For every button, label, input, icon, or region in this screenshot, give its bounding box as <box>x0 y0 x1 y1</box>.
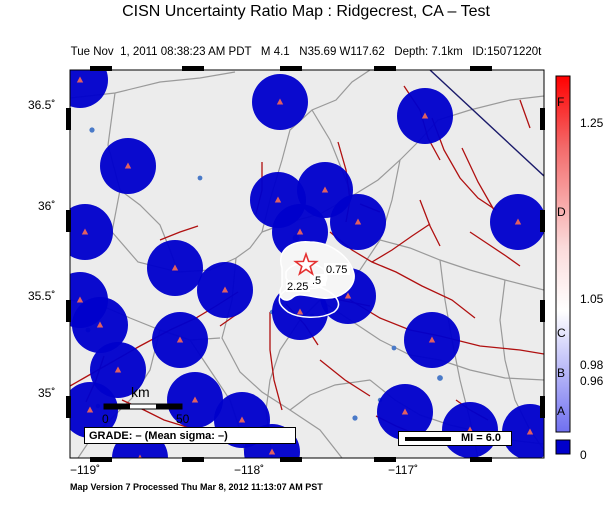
map-frame <box>69 69 545 459</box>
grade-label-d: D <box>557 205 566 219</box>
station-triangle-icon[interactable] <box>171 264 179 271</box>
station-halo <box>502 404 544 458</box>
station-triangle-icon[interactable] <box>268 448 276 455</box>
station-triangle-icon[interactable] <box>76 296 84 303</box>
colorbar-value-0-96: 0.96 <box>580 374 604 388</box>
magnitude-bar <box>405 437 451 441</box>
state-boundary <box>429 70 544 177</box>
station-halo <box>70 272 108 328</box>
station-triangle-icon[interactable] <box>124 162 132 169</box>
contour-label-075: 0.75 <box>326 264 347 276</box>
station-triangle-icon[interactable] <box>421 112 429 119</box>
station-triangle-icon[interactable] <box>296 228 304 235</box>
station-triangle-icon[interactable] <box>191 396 199 403</box>
station-triangle-icon[interactable] <box>428 336 436 343</box>
station-triangle-icon[interactable] <box>321 186 329 193</box>
lon-tick-117: −117˚ <box>388 463 419 477</box>
station-triangle-icon[interactable] <box>76 76 84 83</box>
contour-label-225: 2.25 <box>287 281 308 293</box>
event-info-line: Tue Nov 1, 2011 08:38:23 AM PDT M 4.1 N3… <box>70 46 542 58</box>
scale-unit-label: km <box>131 384 150 400</box>
station-halo <box>70 382 118 438</box>
colorbar-value-0: 0 <box>580 448 587 462</box>
station-triangle-icon[interactable] <box>296 308 304 315</box>
lat-tick-35: 35˚ <box>38 386 56 400</box>
contour-labels: 0.75 2.25 .5 <box>286 263 350 293</box>
uncertainty-colorbar <box>555 75 571 455</box>
station-triangle-icon[interactable] <box>526 428 534 435</box>
lat-tick-36: 36˚ <box>38 199 56 213</box>
station-triangle-icon[interactable] <box>221 286 229 293</box>
station-triangle-icon[interactable] <box>274 196 282 203</box>
station-triangle-icon[interactable] <box>114 366 122 373</box>
grade-label-a: A <box>557 404 566 418</box>
grade-label-b: B <box>557 366 566 380</box>
station-triangle-icon[interactable] <box>137 454 143 461</box>
contour-label-05: .5 <box>312 275 321 287</box>
magnitude-legend-box: MI = 6.0 <box>398 431 512 446</box>
colorbar-value-1-05: 1.05 <box>580 292 604 306</box>
grade-text: GRADE: – (Mean sigma: –) <box>89 430 228 442</box>
station-triangle-icon[interactable] <box>238 416 246 423</box>
station-triangle-icon[interactable] <box>96 321 104 328</box>
magnitude-text: MI = 6.0 <box>461 432 502 444</box>
distance-scale-bar <box>103 403 183 410</box>
map-title: CISN Uncertainty Ratio Map : Ridgecrest,… <box>122 3 490 20</box>
map-version-footer: Map Version 7 Processed Thu Mar 8, 2012 … <box>70 482 323 492</box>
grade-label-f: F <box>557 95 565 109</box>
grade-legend-box: GRADE: – (Mean sigma: –) <box>84 427 296 444</box>
colorbar-value-1-25: 1.25 <box>580 116 604 130</box>
station-triangle-icon[interactable] <box>276 98 284 105</box>
station-triangle-icon[interactable] <box>514 218 522 225</box>
lon-tick-118: −118˚ <box>234 463 265 477</box>
scale-end-label: 50 <box>176 412 190 426</box>
star-icon <box>293 251 319 276</box>
station-triangle-icon[interactable] <box>354 218 362 225</box>
scale-start-label: 0 <box>102 412 109 426</box>
station-triangle-icon[interactable] <box>344 292 352 299</box>
lon-tick-119: −119˚ <box>70 463 101 477</box>
station-halo <box>70 204 113 260</box>
station-triangle-icon[interactable] <box>176 336 184 343</box>
grade-label-c: C <box>557 326 566 340</box>
lat-tick-36-5: 36.5˚ <box>28 98 56 112</box>
lat-tick-35-5: 35.5˚ <box>28 289 56 303</box>
station-triangle-icon[interactable] <box>401 408 409 415</box>
frame-ticks <box>66 66 545 462</box>
station-triangle-icon[interactable] <box>81 228 89 235</box>
station-triangle-icon[interactable] <box>86 406 94 413</box>
colorbar-value-0-98: 0.98 <box>580 358 604 372</box>
